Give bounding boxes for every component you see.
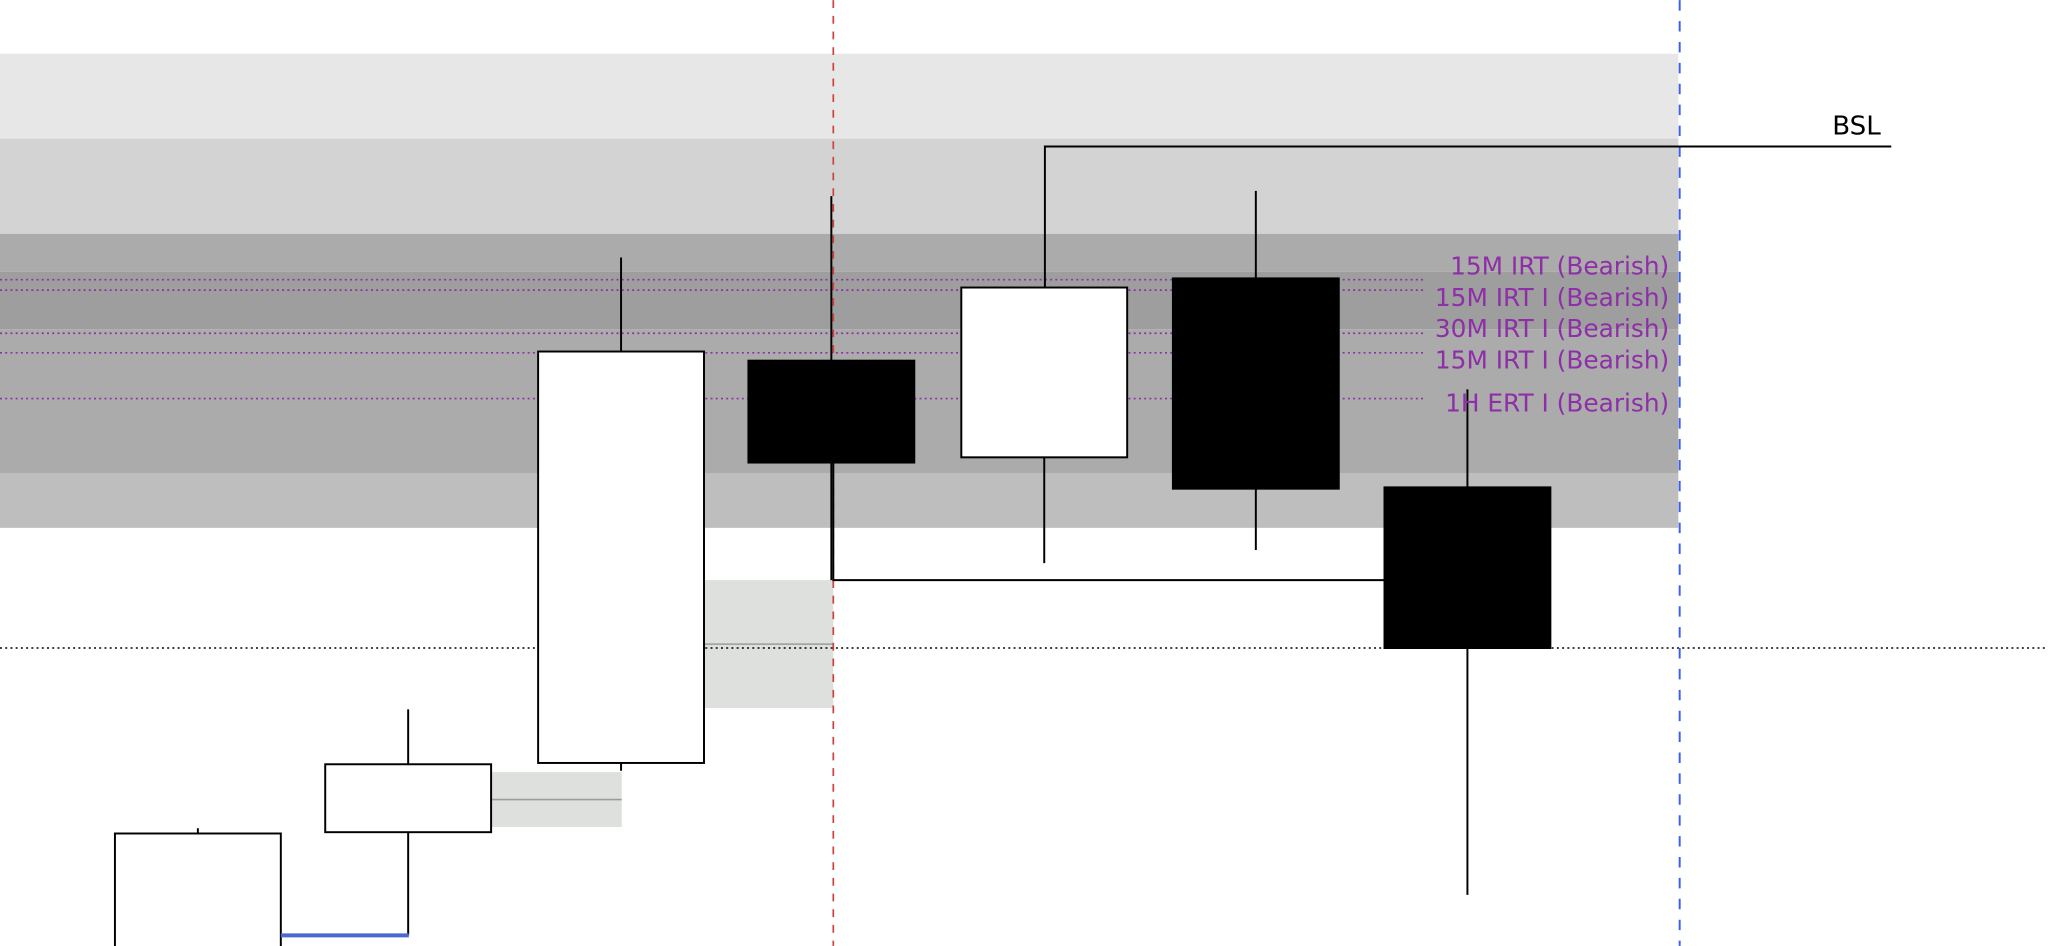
candle-body — [324, 763, 493, 834]
candle-body — [1383, 486, 1552, 649]
bsl-line — [1043, 145, 1892, 288]
candle-body — [747, 359, 916, 464]
candle-body — [113, 832, 282, 946]
candle-body — [1171, 277, 1340, 490]
zone-band — [0, 233, 1679, 272]
zone-band — [0, 138, 1679, 234]
level-label: 15M IRT I (Bearish) — [1435, 346, 1669, 375]
structure-line — [832, 462, 1385, 582]
level-labels: 15M IRT (Bearish)15M IRT I (Bearish)30M … — [1435, 251, 1669, 417]
level-label: 15M IRT (Bearish) — [1450, 251, 1669, 280]
level-label: 15M IRT I (Bearish) — [1435, 283, 1669, 312]
candle-body — [537, 350, 705, 764]
candle-body — [960, 286, 1129, 459]
bsl-label: BSL — [1832, 112, 1881, 142]
zone-band — [0, 271, 1679, 330]
candles — [113, 190, 1552, 946]
level-label: 1H ERT I (Bearish) — [1445, 389, 1669, 418]
zone-band — [0, 53, 1679, 139]
level-label: 30M IRT I (Bearish) — [1435, 314, 1669, 343]
fair-value-gaps — [491, 580, 834, 827]
